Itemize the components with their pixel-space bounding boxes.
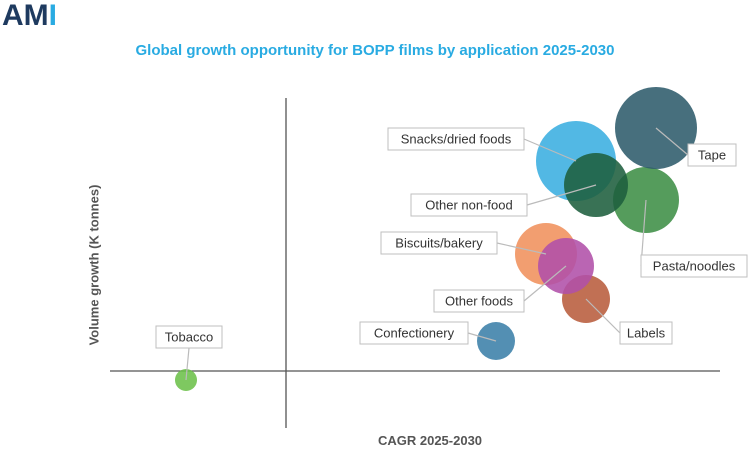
callout-box-tobacco xyxy=(155,325,223,349)
logo-main-text: AM xyxy=(2,0,49,32)
ami-logo: AMI xyxy=(2,0,57,32)
bubble-label-biscuits-bakery: Biscuits/bakery xyxy=(395,236,483,251)
callout-leader-snacks-dried-foods xyxy=(523,138,577,162)
bubble-label-pasta-noodles: Pasta/noodles xyxy=(653,259,736,274)
callout-box-other-non-food xyxy=(410,193,528,217)
callout-box-labels xyxy=(619,321,673,345)
callout-box-confectionery xyxy=(359,321,469,345)
logo-accent-text: I xyxy=(48,0,57,32)
callout-leader-tape xyxy=(655,127,689,156)
bubble-label-confectionery: Confectionery xyxy=(374,326,455,341)
bubble-label-tobacco: Tobacco xyxy=(165,330,213,345)
chart-title: Global growth opportunity for BOPP films… xyxy=(135,42,615,59)
callout-leader-biscuits-bakery xyxy=(496,242,547,255)
callout-leader-other-non-food xyxy=(526,184,597,206)
callout-box-pasta-noodles xyxy=(640,254,748,278)
bubble-label-snacks-dried-foods: Snacks/dried foods xyxy=(401,132,512,147)
callout-leader-other-foods xyxy=(523,265,567,302)
bubble-label-tape: Tape xyxy=(698,148,726,163)
bubble-label-other-foods: Other foods xyxy=(445,294,513,309)
x-axis-label: CAGR 2025-2030 xyxy=(377,433,483,448)
callout-leader-labels xyxy=(585,298,621,334)
callout-box-tape xyxy=(687,143,737,167)
callout-box-biscuits-bakery xyxy=(380,231,498,255)
callout-box-other-foods xyxy=(433,289,525,313)
bubble-label-labels: Labels xyxy=(627,326,666,341)
axes xyxy=(110,98,720,428)
callout-leader-tobacco xyxy=(185,347,190,381)
callouts: Tobacco Confectionery Labels Biscuits/baker… xyxy=(155,127,748,381)
callout-leader-confectionery xyxy=(467,332,497,342)
callout-box-snacks-dried-foods xyxy=(387,127,525,151)
bubble-label-other-non-food: Other non-food xyxy=(425,198,512,213)
